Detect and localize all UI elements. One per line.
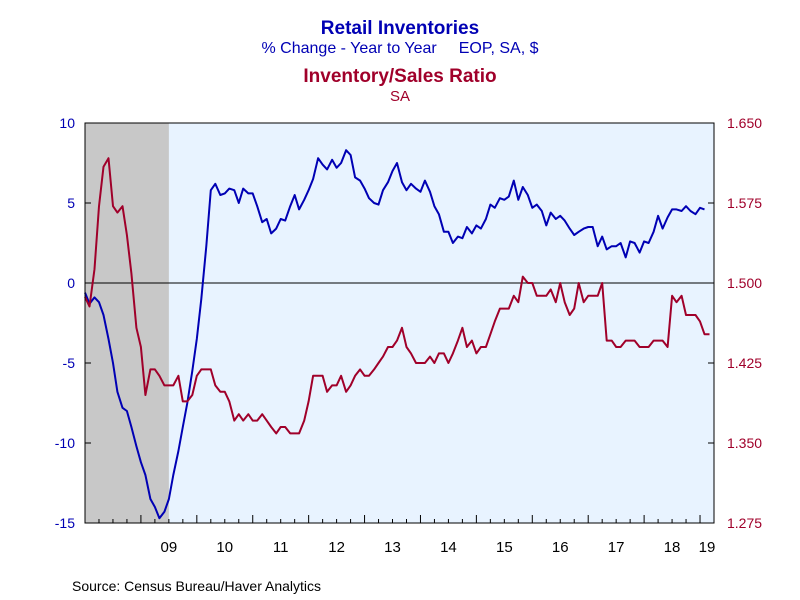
x-axis-year-label: 09 — [161, 539, 178, 556]
axis-ticks — [84, 122, 715, 524]
x-axis-year-label: 18 — [664, 539, 681, 556]
plot-frame — [84, 122, 715, 524]
title-retail-inventories: Retail Inventories — [320, 18, 480, 39]
left-axis-tick-label: -5 — [63, 355, 76, 371]
left-axis-tick-label: 5 — [67, 195, 75, 211]
plot-area — [85, 123, 714, 523]
x-axis-year-label: 14 — [440, 539, 457, 556]
right-axis-tick-label: 1.425 — [727, 355, 762, 371]
right-axis-tick-label: 1.650 — [727, 115, 762, 131]
x-axis-year-label: 11 — [273, 539, 289, 556]
subtitle-retail-inventories: % Change - Year to Year EOP, SA, $ — [0, 40, 800, 58]
source-note: Source: Census Bureau/Haver Analytics — [72, 578, 322, 594]
title-inventory-sales-ratio: Inventory/Sales Ratio — [303, 66, 497, 87]
x-axis-year-label: 15 — [496, 539, 513, 556]
left-axis-tick-label: -15 — [55, 515, 75, 531]
left-axis-tick-label: 0 — [67, 275, 75, 291]
series-retail-inventories-line — [84, 149, 705, 520]
right-axis-labels: 1.650 1.575 1.500 1.425 1.350 1.275 — [727, 115, 762, 531]
subtitle-part-b: EOP, SA, $ — [458, 40, 539, 57]
right-axis-tick-label: 1.575 — [727, 195, 762, 211]
left-axis-labels: 10 5 0 -5 -10 -15 — [55, 115, 75, 531]
subtitle-part-a: % Change - Year to Year — [261, 40, 437, 57]
x-axis-year-label: 17 — [608, 539, 625, 556]
right-axis-tick-label: 1.500 — [727, 275, 762, 291]
x-axis-year-label: 10 — [216, 539, 233, 556]
right-axis-tick-label: 1.350 — [727, 435, 762, 451]
x-axis-year-label: 19 — [699, 539, 716, 556]
x-axis-year-label: 13 — [384, 539, 401, 556]
subtitle-inventory-sales-ratio: SA — [389, 88, 410, 105]
x-axis-year-label: 12 — [328, 539, 345, 556]
x-axis-labels: 09 10 11 12 13 14 15 16 17 18 19 — [161, 539, 716, 556]
recession-shade — [85, 123, 169, 523]
series-inventory-sales-ratio-line — [84, 157, 710, 435]
left-axis-tick-label: -10 — [55, 435, 75, 451]
left-axis-tick-label: 10 — [59, 115, 75, 131]
right-axis-tick-label: 1.275 — [727, 515, 762, 531]
x-axis-year-label: 16 — [552, 539, 569, 556]
